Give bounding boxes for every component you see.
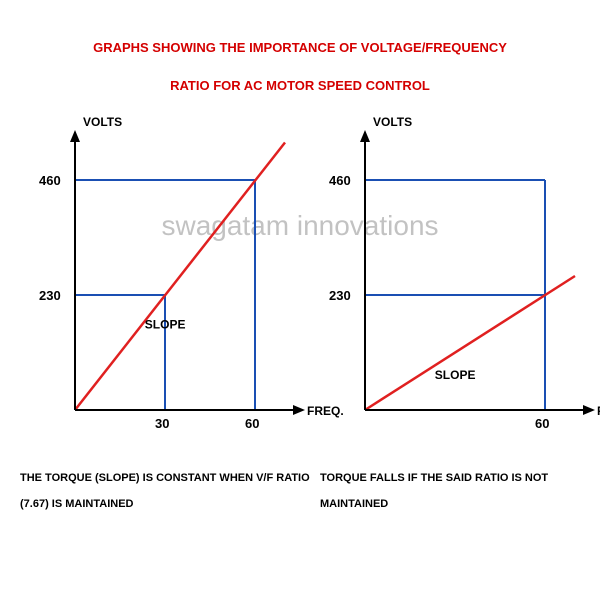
title-line-1: GRAPHS SHOWING THE IMPORTANCE OF VOLTAGE…	[0, 40, 600, 55]
y-axis-label: VOLTS	[83, 115, 122, 129]
y-tick-label: 230	[329, 288, 351, 303]
slope-annotation: SLOPE	[435, 368, 476, 382]
x-axis-arrow	[293, 405, 305, 415]
x-axis-arrow	[583, 405, 595, 415]
slope-line	[75, 143, 285, 411]
y-tick-label: 460	[329, 173, 351, 188]
chart-area: VOLTSFREQ.2304603060SLOPE VOLTSFREQ.2304…	[0, 120, 600, 450]
page-root: GRAPHS SHOWING THE IMPORTANCE OF VOLTAGE…	[0, 0, 600, 600]
y-tick-label: 230	[39, 288, 61, 303]
caption-left: THE TORQUE (SLOPE) IS CONSTANT WHEN V/F …	[20, 465, 310, 518]
slope-line	[365, 276, 575, 410]
y-axis-arrow	[70, 130, 80, 142]
chart-right: VOLTSFREQ.23046060SLOPE	[325, 120, 585, 445]
y-axis-label: VOLTS	[373, 115, 412, 129]
x-tick-label: 60	[245, 416, 259, 431]
caption-right: TORQUE FALLS IF THE SAID RATIO IS NOT MA…	[320, 465, 590, 518]
y-tick-label: 460	[39, 173, 61, 188]
slope-annotation: SLOPE	[145, 317, 186, 331]
title-line-2: RATIO FOR AC MOTOR SPEED CONTROL	[0, 78, 600, 93]
y-axis-arrow	[360, 130, 370, 142]
x-tick-label: 60	[535, 416, 549, 431]
x-tick-label: 30	[155, 416, 169, 431]
chart-left: VOLTSFREQ.2304603060SLOPE	[35, 120, 295, 445]
